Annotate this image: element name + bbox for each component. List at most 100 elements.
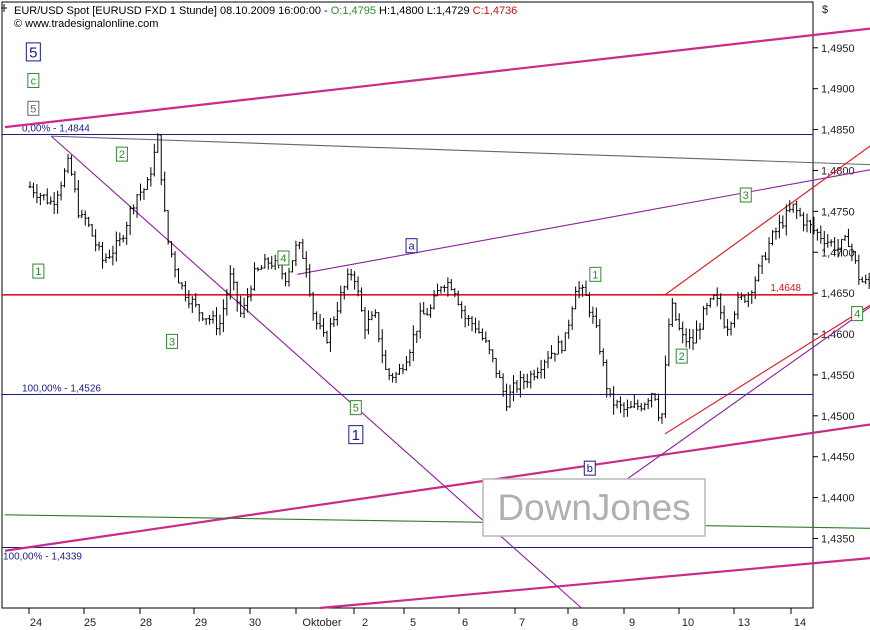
header-open: O:1,4795 [331,5,376,17]
wave-label-text: b [587,463,593,475]
x-tick-label: 2 [362,617,368,629]
wave-label-text: 4 [280,253,286,265]
header-source: © www.tradesignalonline.com [14,18,158,30]
trendline [664,304,870,435]
trendlines [4,27,870,610]
level-label: 0,00% - 1,4844 [22,123,90,134]
wave-label-text: 4 [854,309,860,321]
y-tick-label: 1,4650 [821,288,855,300]
wave-label: 4 [851,306,864,322]
wave-label-box [405,238,418,254]
wave-label-box [583,460,596,476]
y-tick-label: 1,4450 [821,452,855,464]
wave-label-box [166,333,179,349]
x-tick-label: Oktober [302,617,341,629]
wave-label-box [27,73,40,89]
svg-text:EUR/USD Spot [EURUSD FXD 1 St: EUR/USD Spot [EURUSD FXD 1 Stunde] 08.10… [14,5,517,17]
wave-label: 1 [589,266,602,282]
trendline [664,145,870,296]
wave-label-text: 5 [29,44,37,61]
wave-label: a [405,238,418,254]
y-tick-label: 1,4500 [821,411,855,423]
x-tick-label: 25 [84,617,96,629]
x-tick-label: 7 [519,617,525,629]
header-symbol: EUR/USD Spot [EURUSD FXD 1 Stunde] 08.10… [14,5,331,17]
wave-label-text: 3 [169,336,175,348]
wave-labels: 5c5123451ab1234c2 [25,42,864,476]
wave-label: 5 [27,100,40,116]
wave-label-box [115,146,128,162]
x-tick-label: 6 [462,617,468,629]
horizontal-levels: 0,00% - 1,4844 100,00% - 1,4526 100,00% - … [2,123,813,562]
wave-label-text: 1 [352,427,360,444]
wave-label-text: 5 [353,403,359,415]
wave-label-box [27,100,40,116]
chart-header: EUR/USD Spot [EURUSD FXD 1 Stunde] 08.10… [1,4,828,30]
wave-label-text: 1 [592,269,598,281]
wave-label: 4 [277,250,290,266]
wave-label: 2 [115,146,128,162]
candlesticks [28,133,870,424]
x-tick-label: 9 [629,617,635,629]
y-tick-label: 1,4750 [821,206,855,218]
wave-label-box [851,306,864,322]
y-tick-label: 1,4900 [821,84,855,96]
plot-frame [1,1,814,609]
wave-label-box [25,42,41,62]
wave-label-text: 1 [35,266,41,278]
y-tick-label: 1,4550 [821,370,855,382]
wave-label-box [675,348,688,364]
x-tick-label: 28 [140,617,152,629]
level-label: 100,00% - 1,4526 [22,384,101,395]
wave-label-box [32,263,45,279]
watermark: DownJones [482,478,706,537]
wave-label: b [583,460,596,476]
watermark-text: DownJones [497,487,690,528]
wave-label: 5 [349,400,362,416]
wave-label-text: 2 [119,149,125,161]
wave-label: 2 [675,348,688,364]
header-low: L:1,4729 [427,5,470,17]
x-tick-label: 10 [682,617,694,629]
header-close: C:1,4736 [473,5,518,17]
pin-icon [1,4,7,12]
plot-border [1,1,814,609]
trendline [50,135,582,609]
wave-label-box [739,187,752,203]
wave-label: c [27,73,40,89]
trendline [586,306,870,508]
wave-label: 1 [32,263,45,279]
wave-label-box [348,425,364,445]
wave-label-text: 5 [30,103,36,115]
y-tick-label: 1,4850 [821,125,855,137]
trendline [4,27,870,129]
y-tick-label: 1,4400 [821,493,855,505]
wave-label: 1 [348,425,364,445]
header-high: H:1,4800 [379,5,424,17]
wave-label-box [349,400,362,416]
y-tick-label: 1,4950 [821,43,855,55]
x-tick-label: 24 [30,617,42,629]
axis-ticks: 1,49501,49001,48501,48001,47501,47001,46… [28,43,855,629]
x-tick-label: 8 [572,617,578,629]
wave-label-box [277,250,290,266]
wave-label: 3 [166,333,179,349]
wave-label-text: a [408,241,415,253]
x-tick-label: 30 [249,617,261,629]
level-label: 100,00% - 1,4339 [3,551,82,562]
wave-label: 5 [25,42,41,62]
x-tick-label: 5 [410,617,416,629]
level-label: 1,4648 [770,283,801,294]
wave-label-box [589,266,602,282]
wave-label-text: 3 [743,190,749,202]
trendline [319,556,870,610]
wave-label-text: c [31,76,37,88]
y-tick-label: 1,4600 [821,329,855,341]
currency-label: $ [822,4,828,16]
x-tick-label: 13 [738,617,750,629]
x-tick-label: 14 [794,617,806,629]
trendline [297,169,870,275]
wave-label-text: 2 [679,351,685,363]
x-tick-label: 29 [195,617,207,629]
